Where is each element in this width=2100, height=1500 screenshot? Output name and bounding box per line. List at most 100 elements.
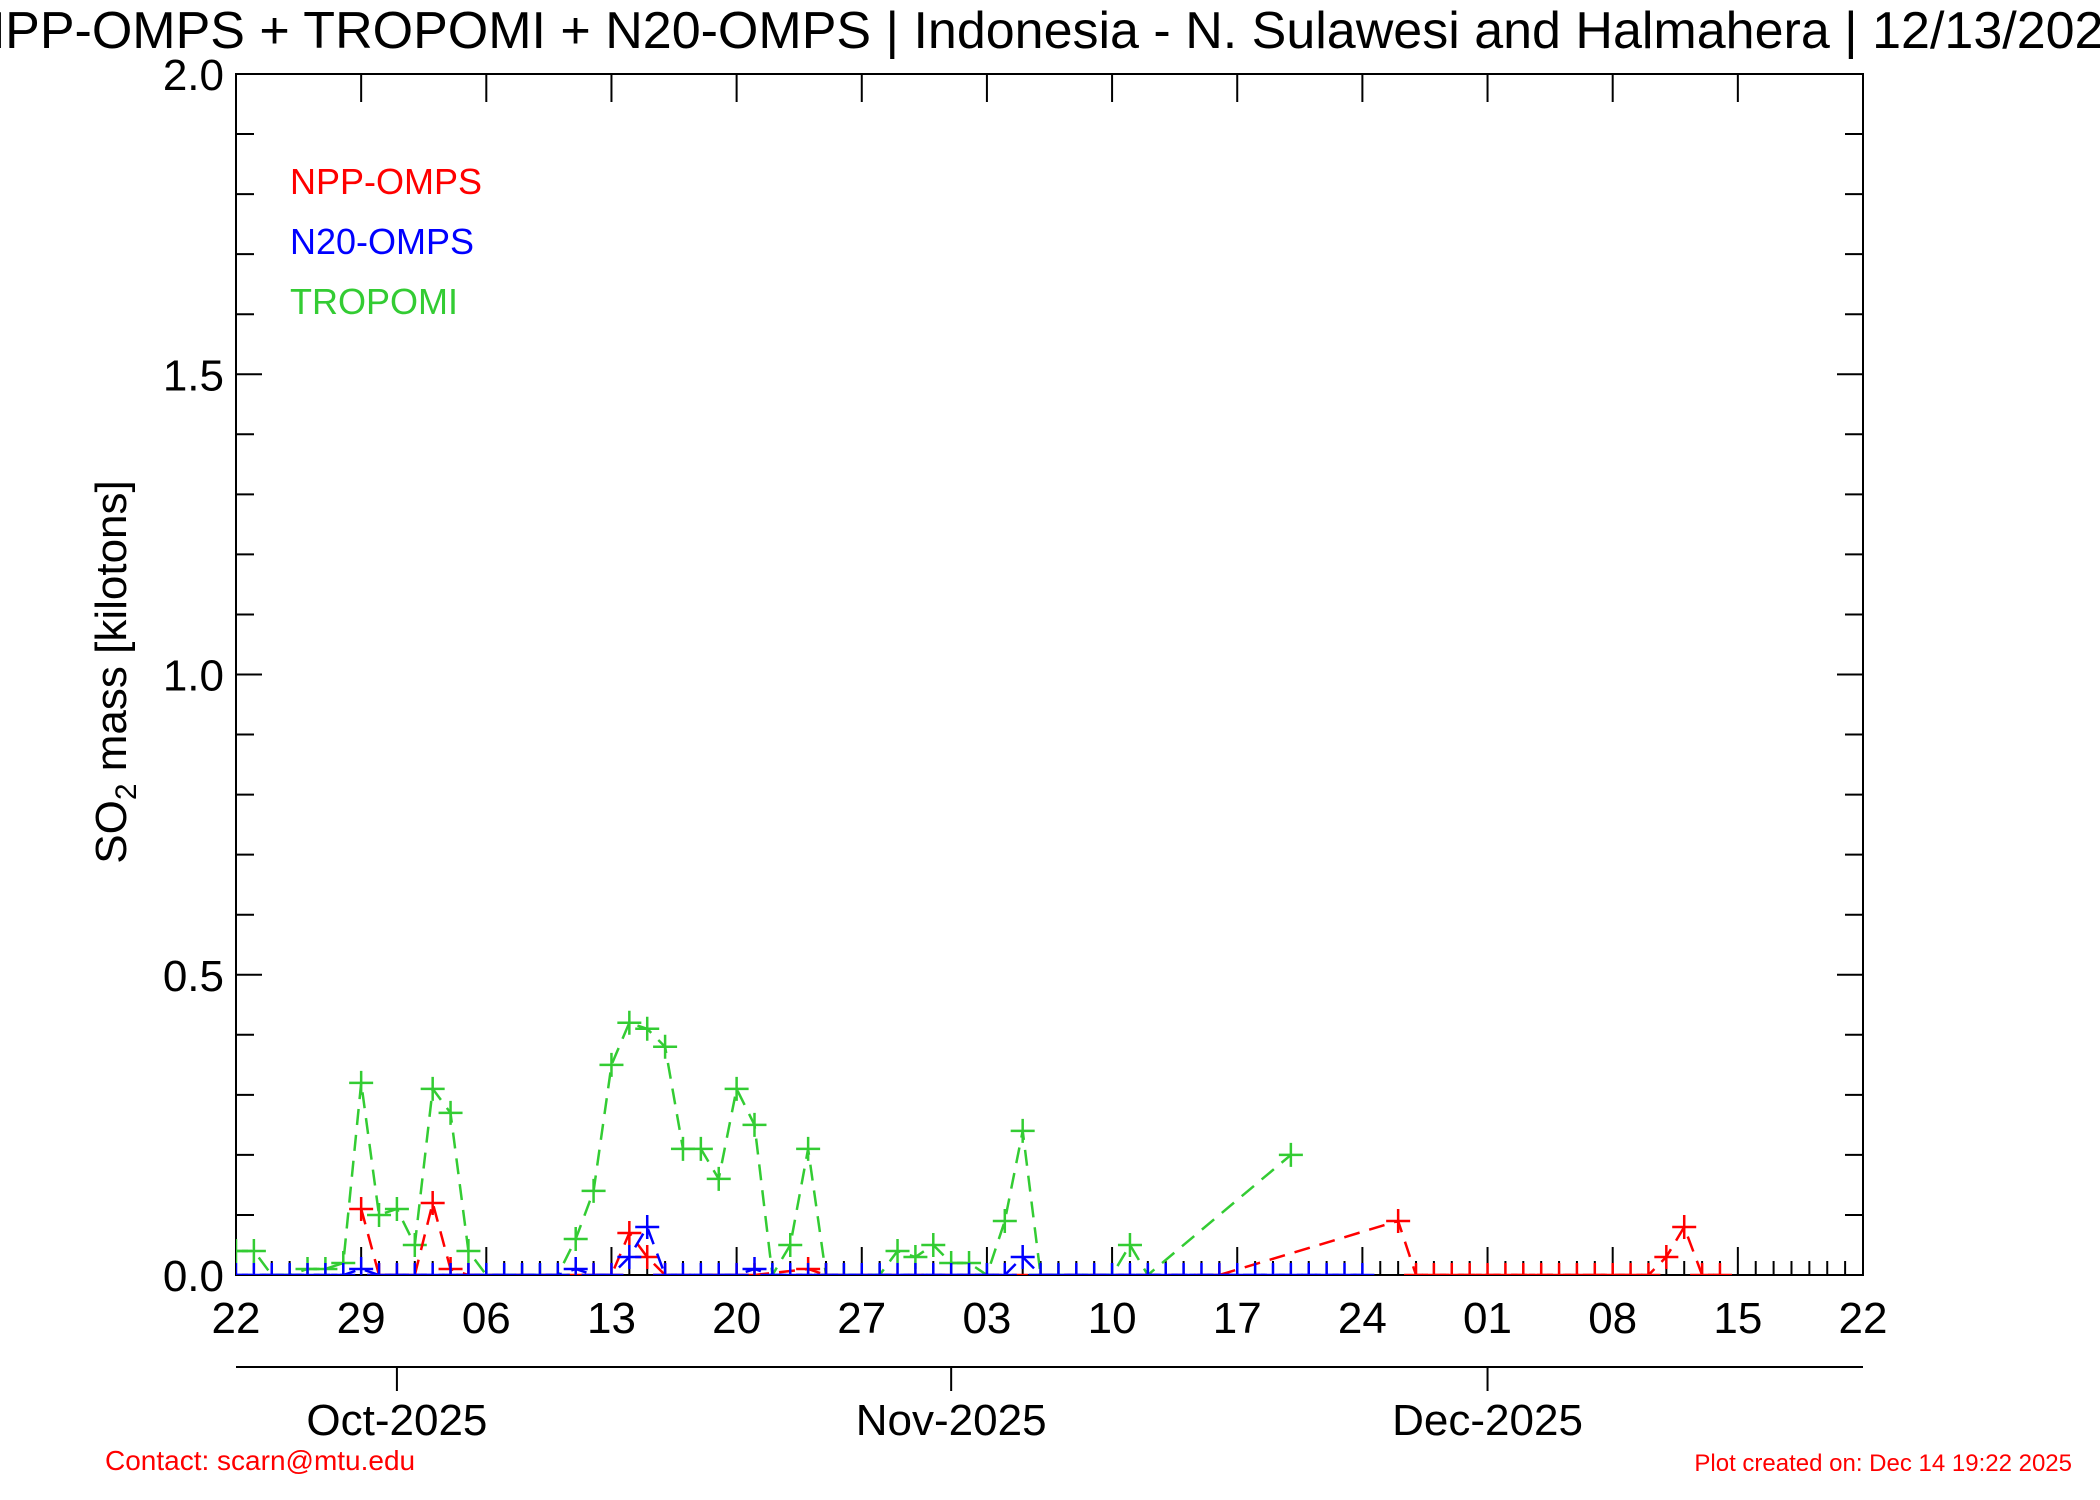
- x-tick-label: 13: [587, 1294, 636, 1343]
- data-point-n20-omps: [957, 1263, 982, 1275]
- data-point-n20-omps: [1028, 1263, 1053, 1275]
- month-label: Dec-2025: [1392, 1396, 1583, 1445]
- x-tick-label: 03: [962, 1294, 1011, 1343]
- data-point-tropomi: [635, 1016, 660, 1041]
- data-point-n20-omps: [796, 1263, 821, 1275]
- data-point-npp-omps: [1421, 1263, 1446, 1275]
- data-point-n20-omps: [903, 1263, 928, 1275]
- series-tropomi: [236, 1010, 1303, 1275]
- data-point-n20-omps: [1100, 1263, 1125, 1275]
- data-point-n20-omps: [474, 1263, 499, 1275]
- data-point-n20-omps: [1046, 1263, 1071, 1275]
- data-point-npp-omps: [1475, 1263, 1500, 1275]
- data-point-n20-omps: [456, 1263, 481, 1275]
- data-point-tropomi: [1117, 1232, 1142, 1257]
- data-point-n20-omps: [438, 1263, 463, 1275]
- data-point-tropomi: [1278, 1142, 1303, 1167]
- data-point-npp-omps: [420, 1190, 445, 1215]
- x-tick-label: 01: [1463, 1294, 1512, 1343]
- data-point-n20-omps: [545, 1263, 570, 1275]
- plot-frame: [235, 73, 1864, 1276]
- x-tick-label: 17: [1213, 1294, 1262, 1343]
- data-point-tropomi: [367, 1202, 392, 1227]
- data-point-npp-omps: [1493, 1263, 1518, 1275]
- y-tick-label: 1.0: [163, 652, 224, 701]
- data-point-tropomi: [617, 1010, 642, 1035]
- data-point-npp-omps: [1654, 1244, 1679, 1269]
- legend-npp-omps: NPP-OMPS: [290, 161, 482, 202]
- data-point-n20-omps: [831, 1263, 856, 1275]
- data-point-tropomi: [438, 1100, 463, 1125]
- data-point-tropomi: [420, 1076, 445, 1101]
- data-point-n20-omps: [349, 1256, 374, 1275]
- data-point-n20-omps: [313, 1263, 338, 1275]
- data-point-n20-omps: [814, 1263, 839, 1275]
- data-point-n20-omps: [992, 1263, 1017, 1275]
- data-point-n20-omps: [1010, 1244, 1035, 1269]
- data-point-n20-omps: [331, 1263, 356, 1275]
- data-point-n20-omps: [492, 1263, 517, 1275]
- data-point-n20-omps: [241, 1263, 266, 1275]
- data-point-n20-omps: [939, 1263, 964, 1275]
- data-point-npp-omps: [1564, 1263, 1589, 1275]
- data-point-n20-omps: [563, 1256, 588, 1275]
- data-point-n20-omps: [635, 1214, 660, 1239]
- data-point-n20-omps: [527, 1263, 552, 1275]
- data-point-n20-omps: [760, 1263, 785, 1275]
- data-point-tropomi: [563, 1226, 588, 1251]
- data-point-n20-omps: [653, 1263, 678, 1275]
- data-point-npp-omps: [617, 1220, 642, 1245]
- data-point-n20-omps: [384, 1263, 409, 1275]
- data-point-n20-omps: [688, 1263, 713, 1275]
- footer-created: Plot created on: Dec 14 19:22 2025: [1694, 1450, 2072, 1477]
- y-tick-label: 0.5: [163, 952, 224, 1001]
- data-point-npp-omps: [1529, 1263, 1554, 1275]
- data-point-n20-omps: [1332, 1263, 1357, 1275]
- y-axis-title: SO2 mass [kilotons]: [87, 480, 143, 863]
- data-point-npp-omps: [1547, 1263, 1572, 1275]
- x-tick-label: 24: [1338, 1294, 1387, 1343]
- data-point-n20-omps: [420, 1263, 445, 1275]
- data-point-n20-omps: [670, 1263, 695, 1275]
- data-point-tropomi: [581, 1178, 606, 1203]
- data-point-n20-omps: [510, 1263, 535, 1275]
- month-label: Nov-2025: [856, 1396, 1047, 1445]
- y-axis-title-main: SO: [87, 800, 136, 864]
- y-axis-title-rest: mass [kilotons]: [87, 480, 136, 783]
- x-tick-label: 10: [1088, 1294, 1137, 1343]
- y-tick-label: 0.0: [163, 1252, 224, 1301]
- data-point-n20-omps: [742, 1256, 767, 1275]
- x-tick-label: 22: [1839, 1294, 1888, 1343]
- data-point-tropomi: [1010, 1118, 1035, 1143]
- data-point-tropomi: [384, 1196, 409, 1221]
- data-point-tropomi: [724, 1076, 749, 1101]
- footer-contact: Contact: scarn@mtu.edu: [105, 1445, 415, 1476]
- x-tick-label: 20: [712, 1294, 761, 1343]
- data-point-npp-omps: [1672, 1214, 1697, 1239]
- data-point-tropomi: [921, 1232, 946, 1257]
- data-point-n20-omps: [581, 1263, 606, 1275]
- x-tick-label: 08: [1588, 1294, 1637, 1343]
- y-tick-label: 1.5: [163, 351, 224, 400]
- data-point-npp-omps: [1636, 1263, 1661, 1275]
- month-axis: Oct-2025 Nov-2025 Dec-2025: [236, 1366, 1863, 1445]
- data-point-n20-omps: [974, 1263, 999, 1275]
- data-point-n20-omps: [921, 1263, 946, 1275]
- x-tick-label: 29: [337, 1294, 386, 1343]
- data-point-n20-omps: [1135, 1263, 1160, 1275]
- data-point-n20-omps: [295, 1263, 320, 1275]
- series-layer: [236, 1010, 1732, 1275]
- y-axis-title-subscript: 2: [110, 783, 143, 800]
- data-point-npp-omps: [1582, 1263, 1607, 1275]
- data-point-n20-omps: [1350, 1263, 1375, 1275]
- data-point-npp-omps: [1707, 1263, 1732, 1275]
- data-point-tropomi: [456, 1238, 481, 1263]
- data-point-n20-omps: [1189, 1263, 1214, 1275]
- data-point-n20-omps: [706, 1263, 731, 1275]
- data-point-tropomi: [706, 1166, 731, 1191]
- y-tick-label: 2.0: [163, 51, 224, 100]
- legend-tropomi: TROPOMI: [290, 281, 458, 322]
- plot-border: [235, 73, 1864, 1276]
- data-point-tropomi: [796, 1136, 821, 1161]
